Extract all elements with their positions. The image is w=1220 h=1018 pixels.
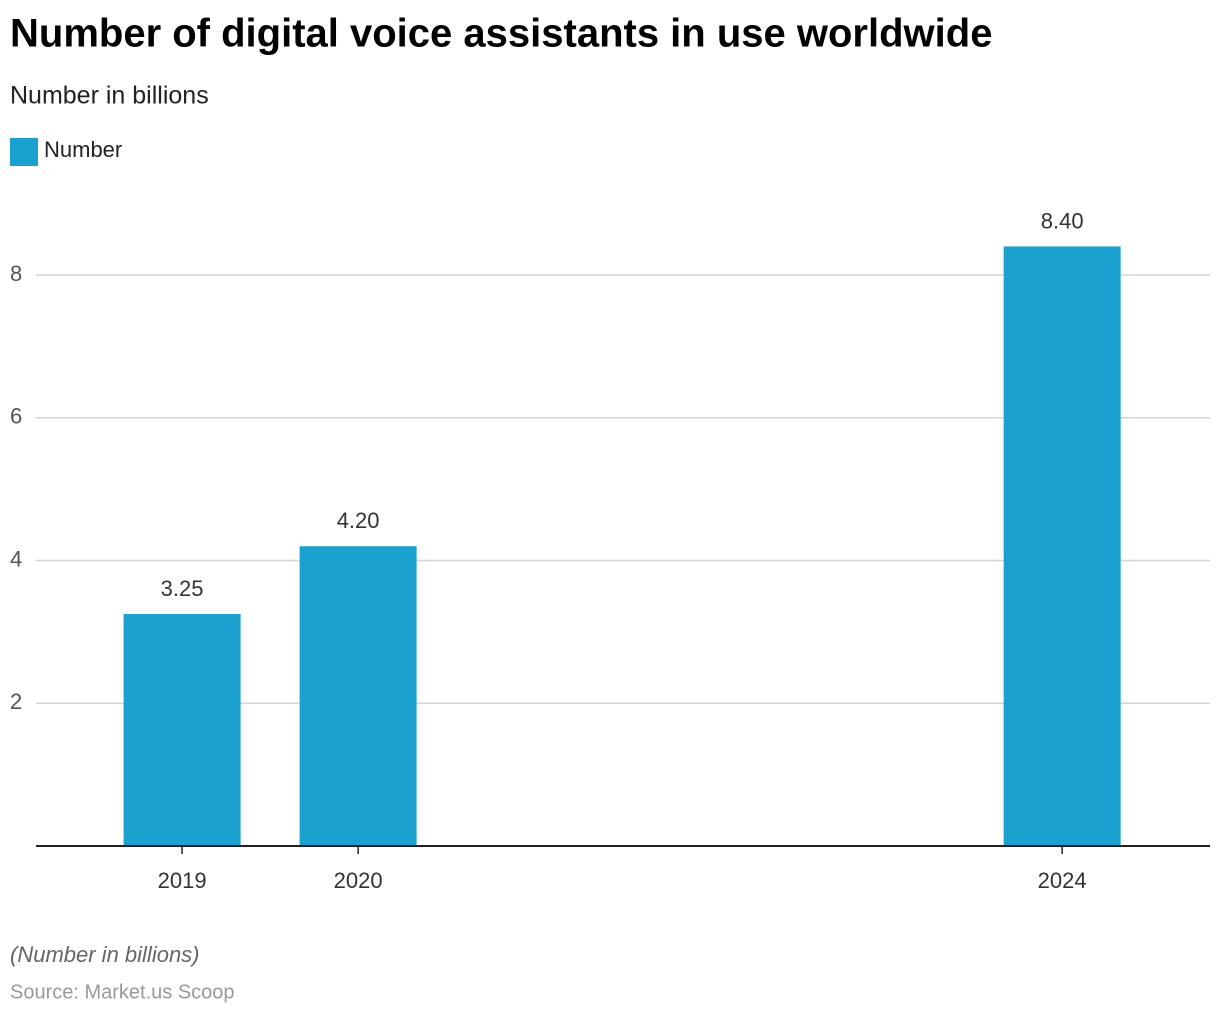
- chart-title: Number of digital voice assistants in us…: [10, 12, 992, 56]
- bar: [1003, 246, 1121, 846]
- legend-swatch: [10, 138, 38, 166]
- legend-label: Number: [44, 137, 122, 162]
- y-tick-label: 8: [10, 261, 22, 286]
- note: (Number in billions): [10, 942, 200, 967]
- value-label: 4.20: [337, 508, 380, 533]
- source: Source: Market.us Scoop: [10, 981, 235, 1003]
- x-tick-label: 2024: [1038, 868, 1087, 893]
- x-tick-label: 2020: [334, 868, 383, 893]
- value-label: 8.40: [1041, 208, 1084, 233]
- y-tick-label: 2: [10, 689, 22, 714]
- value-label: 3.25: [161, 576, 204, 601]
- bar: [299, 546, 417, 846]
- chart-subtitle: Number in billions: [10, 82, 209, 110]
- x-tick-label: 2019: [158, 868, 207, 893]
- bar: [123, 614, 241, 846]
- y-tick-label: 4: [10, 546, 22, 571]
- y-tick-label: 6: [10, 404, 22, 429]
